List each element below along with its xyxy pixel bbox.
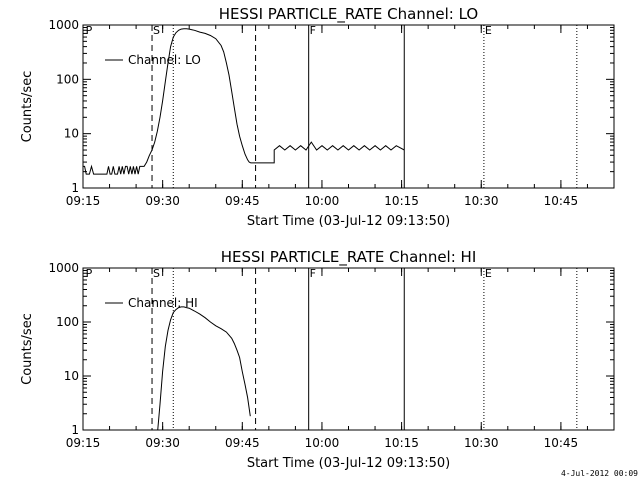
- hi-channel-panel: HESSI PARTICLE_RATE Channel: HI 09:15 09:3…: [20, 248, 615, 471]
- legend-label: Channel: LO: [128, 53, 201, 67]
- y-tick-label: 10: [64, 369, 79, 383]
- x-tick-label: 10:30: [464, 436, 499, 450]
- x-tick-label: 09:15: [66, 194, 101, 208]
- event-marker-label: S: [153, 24, 160, 37]
- x-tick-label: 10:30: [464, 194, 499, 208]
- x-tick-label: 10:00: [305, 436, 340, 450]
- event-marker-label: E: [485, 24, 492, 37]
- plot-frame: [82, 24, 615, 189]
- chart-title: HESSI PARTICLE_RATE Channel: LO: [219, 5, 478, 24]
- footer-timestamp: 4-Jul-2012 00:09: [560, 469, 638, 478]
- x-tick-label: 10:00: [305, 194, 340, 208]
- lo-channel-panel: HESSI PARTICLE_RATE Channel: LO 09:15 09:3…: [20, 5, 615, 229]
- y-tick-label: 1: [71, 423, 79, 437]
- event-marker-label: F: [310, 267, 316, 280]
- event-marker-label: S: [153, 267, 160, 280]
- x-axis-label: Start Time (03-Jul-12 09:13:50): [247, 456, 450, 471]
- x-tick-label: 10:45: [544, 194, 579, 208]
- x-tick-label: 09:30: [145, 436, 180, 450]
- event-marker-label: P: [86, 267, 93, 280]
- chart-title: HESSI PARTICLE_RATE Channel: HI: [221, 248, 477, 267]
- y-tick-label: 1000: [48, 261, 79, 275]
- x-tick-label: 10:45: [544, 436, 579, 450]
- series-line: [157, 306, 251, 430]
- event-marker-label: E: [485, 267, 492, 280]
- x-tick-label: 09:45: [225, 194, 260, 208]
- x-tick-label: 09:45: [225, 436, 260, 450]
- y-tick-label: 100: [56, 315, 79, 329]
- y-axis-label: Counts/sec: [20, 71, 35, 143]
- y-tick-label: 1: [71, 181, 79, 195]
- x-tick-label: 09:30: [145, 194, 180, 208]
- legend-label: Channel: HI: [128, 296, 198, 310]
- plot-frame: [82, 267, 615, 431]
- event-marker-label: P: [86, 24, 93, 37]
- series-line: [83, 28, 405, 175]
- y-tick-label: 100: [56, 72, 79, 86]
- x-axis-label: Start Time (03-Jul-12 09:13:50): [247, 214, 450, 229]
- x-tick-label: 10:15: [384, 436, 419, 450]
- y-tick-label: 10: [64, 127, 79, 141]
- x-tick-label: 10:15: [384, 194, 419, 208]
- event-marker-label: F: [310, 24, 316, 37]
- y-axis-label: Counts/sec: [20, 313, 35, 385]
- x-tick-label: 09:15: [66, 436, 101, 450]
- y-tick-label: 1000: [48, 18, 79, 32]
